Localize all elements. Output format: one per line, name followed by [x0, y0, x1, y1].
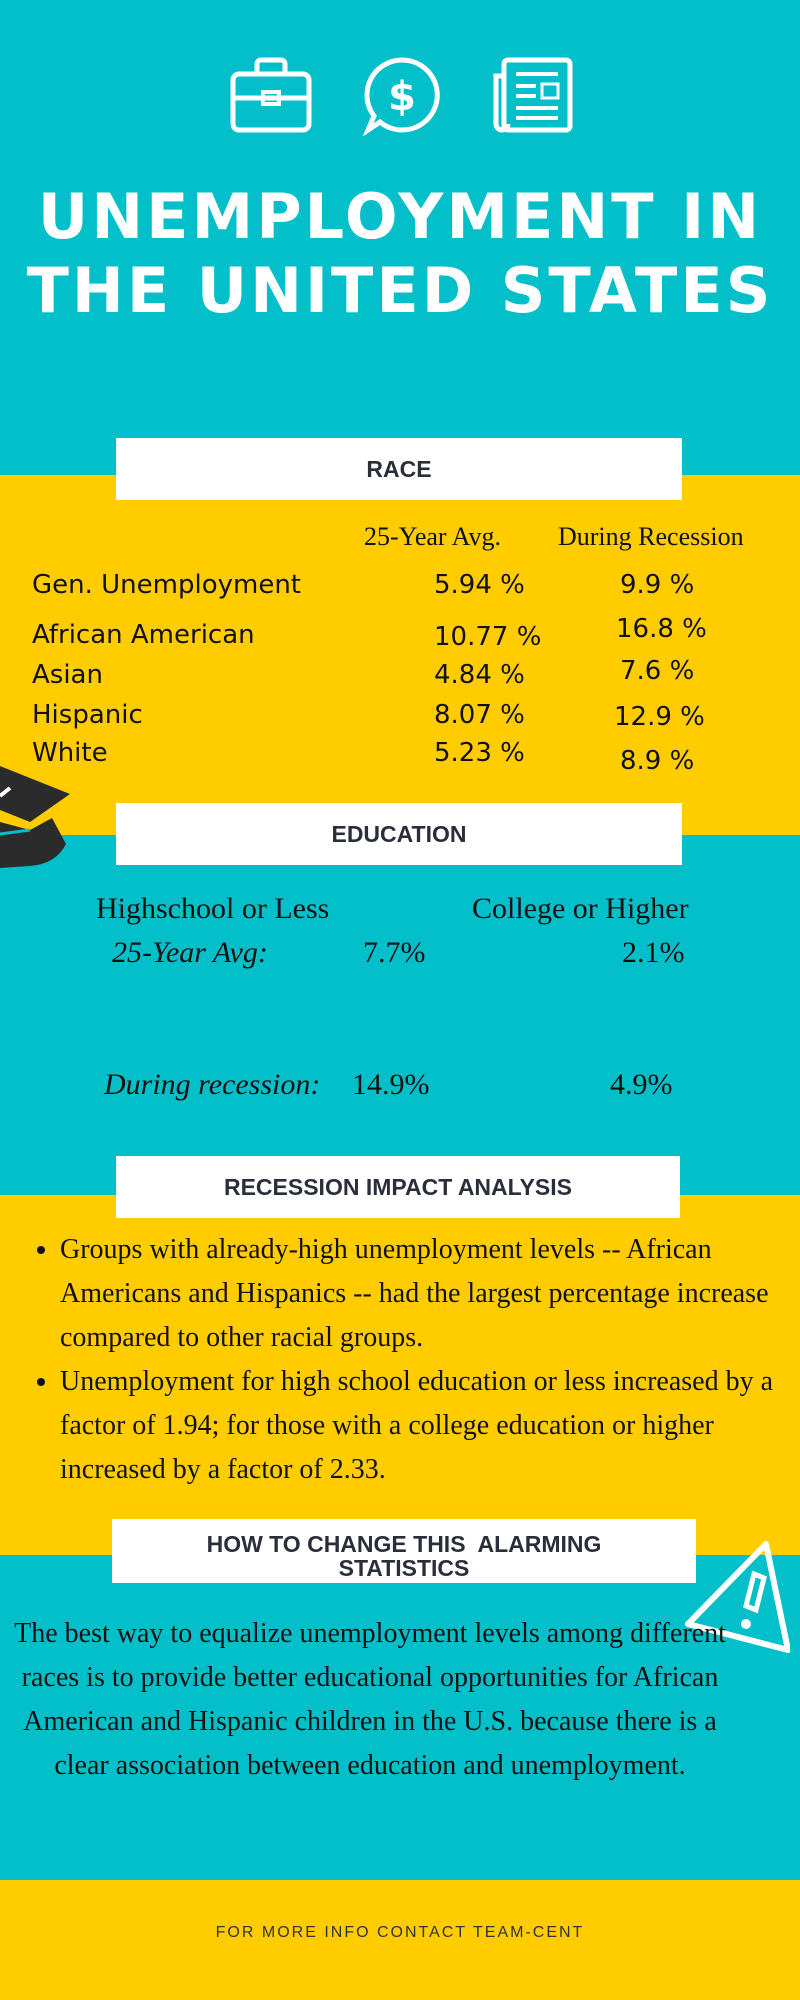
education-avg-label: 25-Year Avg:: [112, 936, 268, 969]
footer-band: [0, 1880, 800, 2000]
race-recession: 16.8 %: [616, 614, 707, 644]
race-row: Hispanic 8.07 % 12.9 %: [0, 700, 800, 736]
education-col-college: College or Higher: [472, 892, 689, 925]
impact-heading: RECESSION IMPACT ANALYSIS: [116, 1156, 680, 1218]
change-text: The best way to equalize unemployment le…: [14, 1618, 726, 1781]
title-line-2: THE UNITED STATES: [26, 254, 774, 327]
impact-bullet: Unemployment for high school education o…: [60, 1360, 790, 1492]
race-label: African American: [32, 620, 255, 650]
education-recession-college: 4.9%: [610, 1068, 673, 1101]
race-label: Hispanic: [32, 700, 143, 730]
page-title: UNEMPLOYMENT IN THE UNITED STATES: [0, 180, 800, 328]
race-band: [0, 475, 800, 835]
svg-text:$: $: [388, 74, 416, 120]
change-band: [0, 1555, 800, 1880]
education-col-hs: Highschool or Less: [96, 892, 330, 925]
briefcase-icon: [229, 56, 313, 136]
race-recession: 9.9 %: [620, 570, 695, 600]
race-label: Asian: [32, 660, 103, 690]
impact-bullet: Groups with already-high unemployment le…: [60, 1228, 790, 1360]
dollar-chat-icon: $: [362, 56, 442, 137]
race-row: Asian 4.84 % 7.6 %: [0, 656, 800, 696]
race-avg: 10.77 %: [434, 622, 542, 652]
education-band: [0, 835, 800, 1195]
title-line-1: UNEMPLOYMENT IN: [37, 180, 763, 253]
graduation-cap-icon: [0, 766, 72, 872]
race-label: White: [32, 738, 108, 768]
race-recession: 7.6 %: [620, 656, 695, 686]
impact-bullet-list: Groups with already-high unemployment le…: [30, 1228, 790, 1492]
impact-band: [0, 1195, 800, 1555]
race-row: White 5.23 % 8.9 %: [0, 738, 800, 776]
warning-icon: [684, 1540, 791, 1656]
education-recession-label: During recession:: [104, 1068, 321, 1101]
race-heading: RACE: [116, 438, 682, 500]
race-avg: 5.94 %: [434, 570, 525, 600]
race-recession: 12.9 %: [614, 702, 705, 732]
race-col-recession: During Recession: [558, 522, 744, 551]
race-col-avg: 25-Year Avg.: [364, 522, 501, 551]
change-heading: HOW TO CHANGE THIS ALARMING STATISTICS: [112, 1519, 696, 1583]
top-band: [0, 0, 800, 475]
change-heading-line-2: STATISTICS: [338, 1555, 470, 1581]
race-row: Gen. Unemployment 5.94 % 9.9 %: [0, 570, 800, 606]
race-avg: 5.23 %: [434, 738, 525, 768]
newspaper-icon: [490, 56, 574, 136]
race-avg: 8.07 %: [434, 700, 525, 730]
education-heading: EDUCATION: [116, 803, 682, 865]
education-recession-hs: 14.9%: [352, 1068, 430, 1101]
race-recession: 8.9 %: [620, 746, 695, 776]
race-avg: 4.84 %: [434, 660, 525, 690]
education-avg-college: 2.1%: [622, 936, 685, 969]
education-avg-hs: 7.7%: [363, 936, 426, 969]
race-row: African American 10.77 % 16.8 %: [0, 614, 800, 656]
change-heading-line-1: HOW TO CHANGE THIS ALARMING: [206, 1531, 602, 1557]
race-label: Gen. Unemployment: [32, 570, 302, 600]
footer-contact: FOR MORE INFO CONTACT TEAM-CENT: [215, 1924, 585, 1941]
